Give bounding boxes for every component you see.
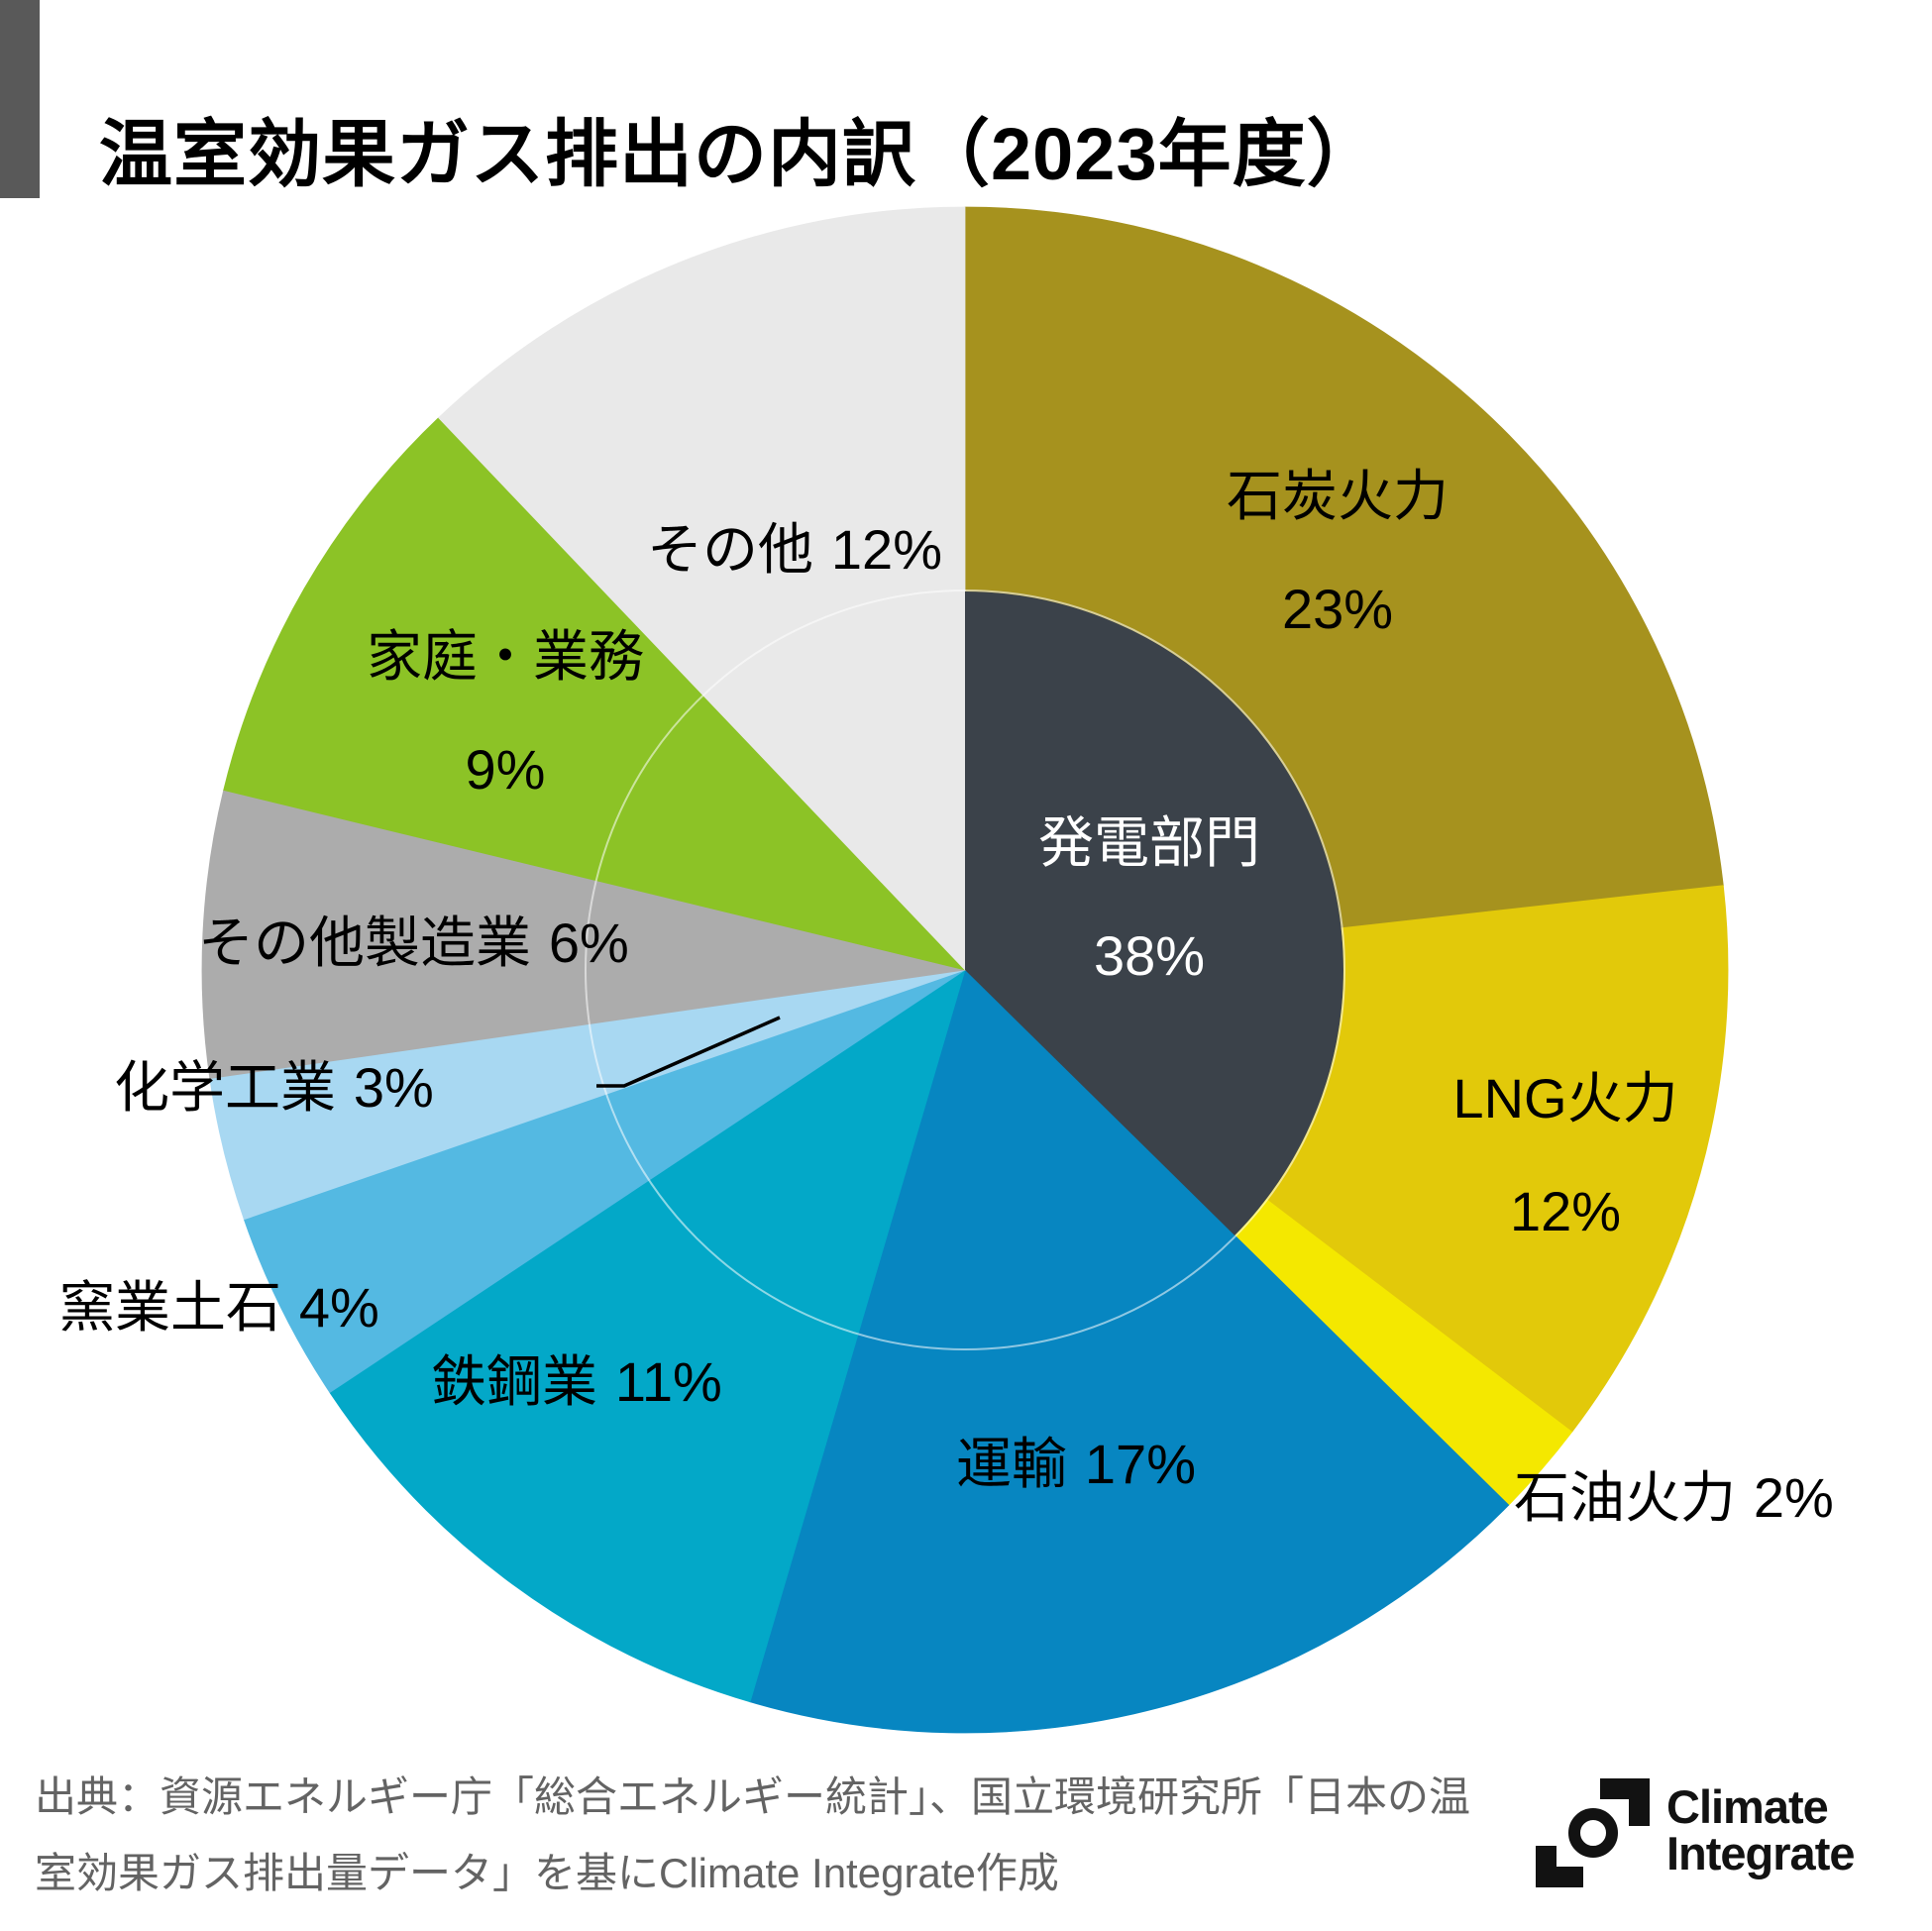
- slice-label-coal-name: 石炭火力: [1227, 465, 1449, 527]
- slice-label-other-pct: 12%: [830, 518, 942, 581]
- logo-o-ring: [1568, 1808, 1618, 1858]
- slice-label-steel-pct: 11%: [614, 1350, 722, 1413]
- slice-label-coal-pct: 23%: [1281, 578, 1394, 640]
- slice-label-chemical-pct: 3%: [353, 1056, 434, 1119]
- slice-label-household-name: 家庭・業務: [367, 625, 644, 688]
- inner-ring-outline: [585, 590, 1345, 1350]
- center-group-name: 発電部門: [1038, 811, 1260, 874]
- slice-label-chemical: 化学工業 3%: [114, 1058, 434, 1118]
- center-group-pct: 38%: [1093, 924, 1206, 987]
- logo-corner-shape: [1600, 1778, 1650, 1826]
- logo-text-line-1: Climate: [1666, 1780, 1829, 1833]
- slice-label-other-manufacturing-name: その他製造業: [198, 912, 531, 974]
- slice-label-lng-name: LNG火力: [1452, 1067, 1678, 1129]
- source-line-1: 出典：資源エネルギー庁「総合エネルギー統計」、国立環境研究所「日本の温: [35, 1773, 1471, 1820]
- slice-label-ceramics-name: 窯業土石: [59, 1276, 281, 1339]
- slice-label-lng: LNG火力 12%: [1367, 1070, 1764, 1240]
- center-group-sector: [965, 591, 1343, 1235]
- slice-label-household: 家庭・業務 9%: [307, 628, 703, 799]
- slice-label-ceramics: 窯業土石 4%: [59, 1278, 379, 1338]
- pie-slice-9: [438, 206, 966, 971]
- pie-slice-8: [223, 417, 967, 971]
- title-accent-bar: [0, 0, 40, 198]
- slice-label-oil-pct: 2%: [1753, 1466, 1834, 1529]
- slice-label-chemical-name: 化学工業: [114, 1056, 336, 1119]
- source-line-2: 室効果ガス排出量データ」を基にClimate Integrate作成: [35, 1850, 1059, 1896]
- slice-label-transport: 運輸 17%: [956, 1435, 1196, 1494]
- slice-label-lng-pct: 12%: [1509, 1180, 1622, 1242]
- slice-label-oil: 石油火力 2%: [1514, 1468, 1834, 1528]
- center-group-label: 発電部門 38%: [951, 814, 1347, 985]
- chemical-label-leader-line: [596, 1016, 781, 1088]
- pie-slice-4: [329, 969, 966, 1703]
- slice-label-other: その他 12%: [647, 520, 942, 580]
- slice-label-coal: 石炭火力 23%: [1139, 468, 1536, 638]
- slice-label-household-pct: 9%: [465, 738, 546, 801]
- slice-label-other-manufacturing: その他製造業 6%: [198, 913, 629, 973]
- pie-slice-3: [749, 969, 1510, 1734]
- slice-label-oil-name: 石油火力: [1514, 1466, 1736, 1529]
- slice-label-transport-pct: 17%: [1084, 1433, 1196, 1495]
- page-title: 温室効果ガス排出の内訳（2023年度）: [99, 112, 1381, 195]
- climate-integrate-logo-icon: [1536, 1778, 1650, 1887]
- logo-l-shape: [1536, 1846, 1583, 1887]
- slice-label-other-manufacturing-pct: 6%: [548, 912, 629, 974]
- logo-text-line-2: Integrate: [1666, 1827, 1855, 1879]
- slice-label-ceramics-pct: 4%: [298, 1276, 379, 1339]
- climate-integrate-logo-text: Climate Integrate: [1666, 1783, 1855, 1877]
- pie-slice-5: [243, 969, 966, 1394]
- slice-label-transport-name: 運輸: [956, 1433, 1067, 1495]
- pie-slice-7: [201, 790, 966, 1080]
- slice-label-steel: 鉄鋼業 11%: [431, 1352, 722, 1412]
- slice-label-other-name: その他: [647, 518, 813, 581]
- slice-label-steel-name: 鉄鋼業: [431, 1350, 597, 1413]
